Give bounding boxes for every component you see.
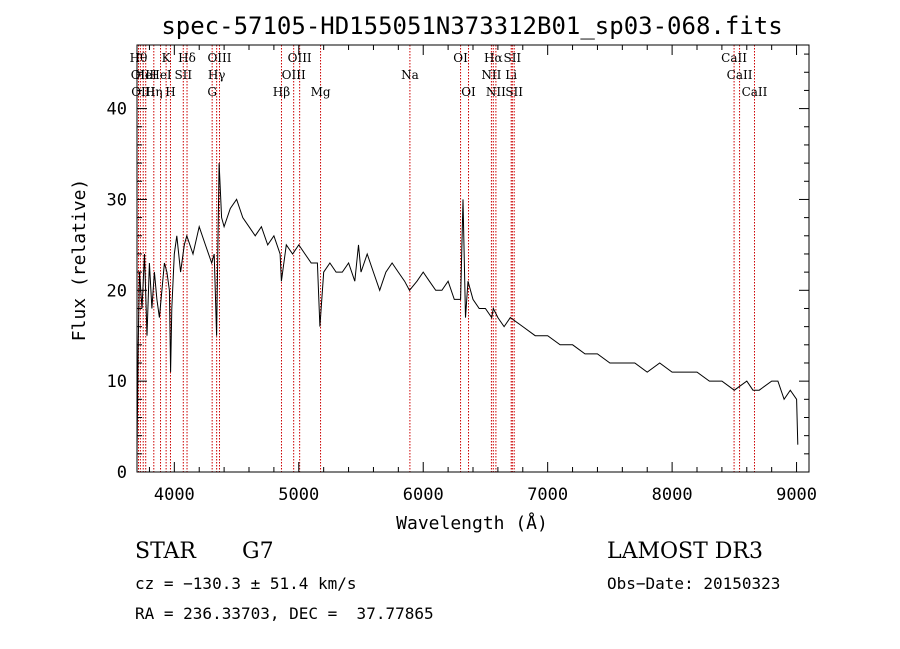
line-marker-label: H <box>165 85 175 99</box>
x-tick-label: 4000 <box>154 485 195 505</box>
x-tick-label: 7000 <box>527 485 568 505</box>
line-marker-label: Hδ <box>178 51 196 65</box>
line-marker-label: HeI <box>135 68 158 82</box>
redshift-velocity: cz = −130.3 ± 51.4 km/s <box>135 574 357 593</box>
subclass: G7 <box>242 539 274 564</box>
line-marker-label: Hα <box>484 51 503 65</box>
x-axis-label: Wavelength (Å) <box>396 512 548 534</box>
object-class: STAR <box>135 539 196 564</box>
y-axis: 0 10 20 30 40 <box>107 53 809 483</box>
line-marker-label: NII <box>486 85 506 99</box>
line-marker-label: Hγ <box>208 68 226 82</box>
line-marker-label: SII <box>174 68 192 82</box>
spectrum-line <box>136 163 799 454</box>
y-tick-label: 0 <box>117 463 127 483</box>
x-tick-label: 9000 <box>776 485 817 505</box>
line-marker-label: OI <box>461 85 476 99</box>
observation-date: Obs−Date: 20150323 <box>607 574 781 593</box>
line-marker-label: OIII <box>207 51 231 65</box>
line-marker-label: OI <box>453 51 468 65</box>
line-marker-label: Hθ <box>130 51 148 65</box>
survey-name: LAMOST DR3 <box>607 539 763 564</box>
chart-title: spec-57105-HD155051N373312B01_sp03-068.f… <box>161 12 782 40</box>
line-marker-label: OII <box>131 68 151 82</box>
line-marker-label: Na <box>401 68 419 82</box>
x-tick-label: 5000 <box>278 485 319 505</box>
emission-line-labels: HθOIIOIIIHeIHηHeIKHSIIHδGHγOIIIHβOIIIOII… <box>130 51 768 99</box>
line-marker-label: CaII <box>742 85 768 99</box>
y-axis-label: Flux (relative) <box>69 179 90 342</box>
line-marker-label: CaII <box>721 51 747 65</box>
plot-frame <box>136 44 810 473</box>
x-tick-label: 6000 <box>403 485 444 505</box>
y-tick-label: 20 <box>107 281 127 301</box>
line-marker-label: OIII <box>282 68 306 82</box>
line-marker-label: Mg <box>311 85 331 99</box>
emission-line-markers <box>137 45 755 472</box>
coordinates: RA = 236.33703, DEC = 37.77865 <box>135 604 434 623</box>
line-marker-label: Li <box>505 68 517 82</box>
line-marker-label: K <box>162 51 172 65</box>
line-marker-label: Hη <box>145 85 163 99</box>
y-tick-label: 40 <box>107 100 127 120</box>
line-marker-label: SII <box>505 85 523 99</box>
line-marker-label: CaII <box>727 68 753 82</box>
line-marker-label: NII <box>481 68 501 82</box>
line-marker-label: G <box>207 85 217 99</box>
line-marker-label: OIII <box>288 51 312 65</box>
y-tick-label: 30 <box>107 190 127 210</box>
y-tick-label: 10 <box>107 372 127 392</box>
line-marker-label: SII <box>503 51 521 65</box>
line-marker-label: Hβ <box>273 85 290 99</box>
line-marker-label: HeI <box>149 68 172 82</box>
x-tick-label: 8000 <box>652 485 693 505</box>
x-axis: 4000 5000 6000 7000 8000 9000 <box>148 45 817 505</box>
